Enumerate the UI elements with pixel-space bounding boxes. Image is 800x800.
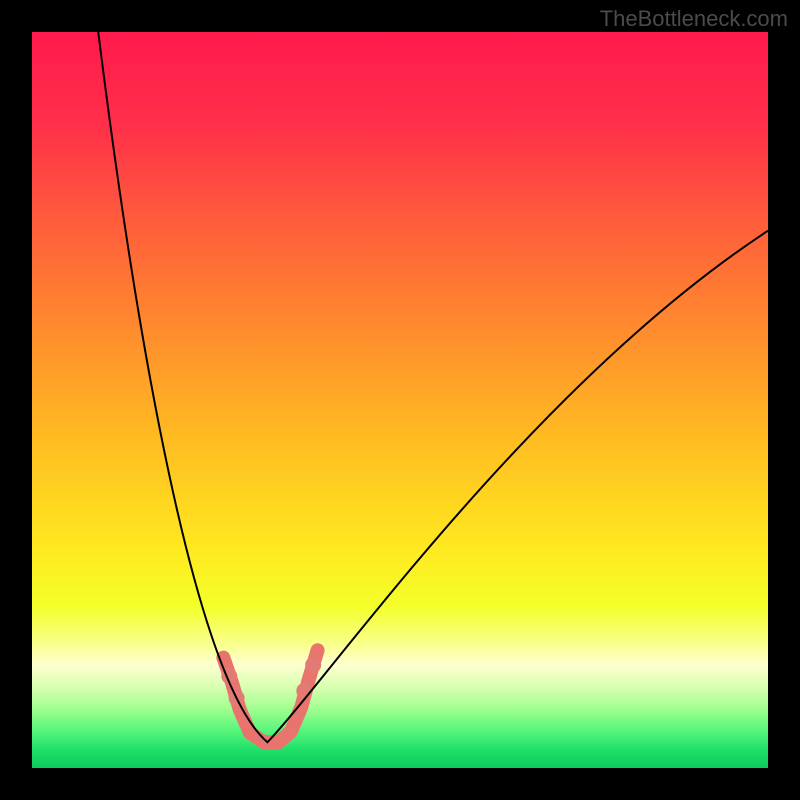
highlight-marker <box>296 683 312 699</box>
plot-area <box>32 32 768 768</box>
highlight-marker <box>305 657 321 673</box>
gradient-background <box>32 32 768 768</box>
watermark-text: TheBottleneck.com <box>600 6 788 32</box>
chart-svg <box>32 32 768 768</box>
chart-frame: TheBottleneck.com <box>0 0 800 800</box>
